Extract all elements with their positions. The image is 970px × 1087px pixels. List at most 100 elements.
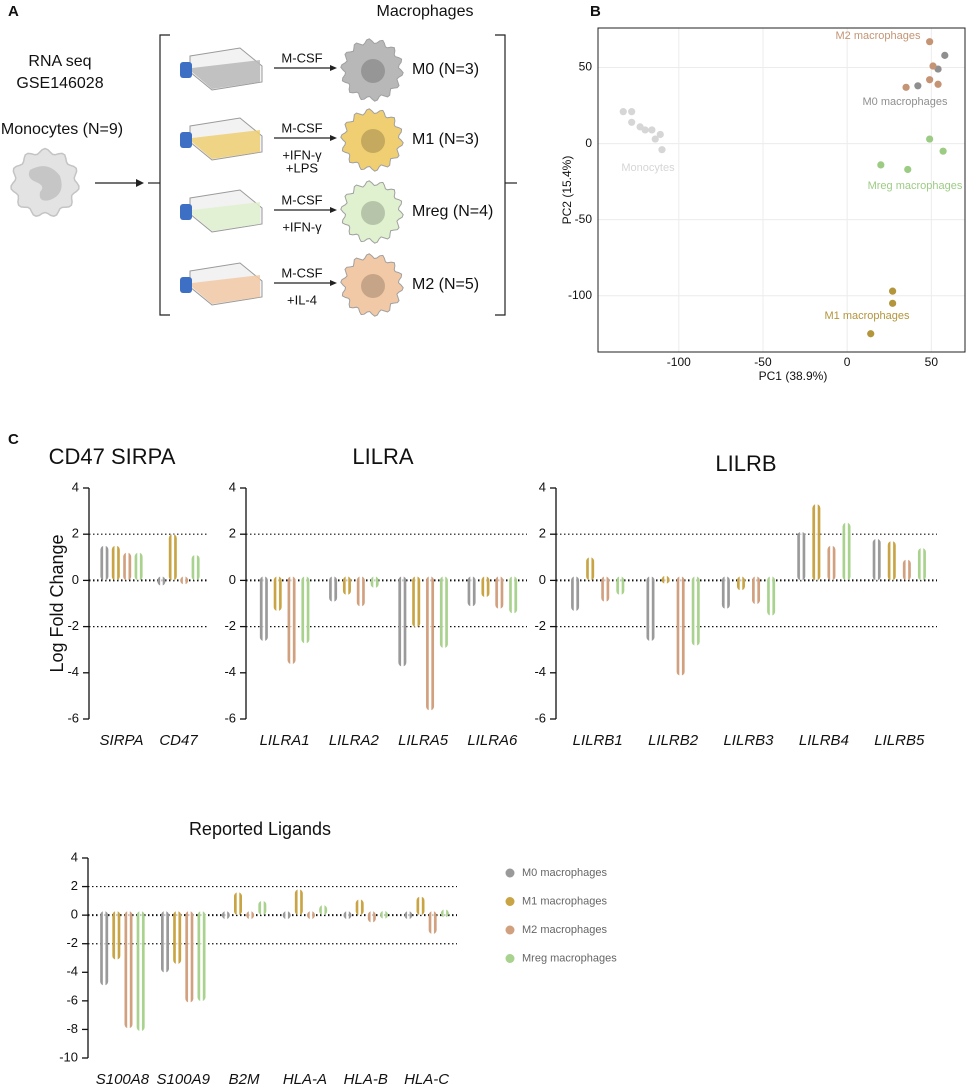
flask-medium — [192, 202, 260, 231]
scatter-point — [656, 130, 664, 139]
y-tick-label: -10 — [59, 1049, 78, 1064]
series-label: Mreg macrophages — [868, 180, 963, 192]
bar — [307, 911, 315, 920]
y-tick-label: -6 — [534, 710, 546, 725]
bar — [258, 900, 267, 916]
bar — [136, 911, 145, 1032]
source-text: RNA seq — [28, 53, 91, 70]
bar — [180, 576, 189, 585]
y-tick-label: 0 — [539, 572, 546, 587]
y-tick-label: 0 — [229, 572, 236, 587]
bar — [282, 911, 291, 920]
bar — [721, 576, 730, 609]
bar — [112, 911, 121, 960]
scatter-point — [889, 299, 897, 307]
y-tick-label: 50 — [579, 60, 593, 74]
scatter-point — [867, 330, 875, 338]
bar — [440, 909, 449, 918]
bar — [157, 576, 166, 586]
bracket-left — [159, 34, 170, 316]
x-tick-label: CD47 — [159, 732, 198, 749]
flask-cap — [180, 204, 192, 220]
bar — [481, 576, 490, 598]
bar — [234, 892, 242, 916]
flask-medium — [192, 130, 260, 159]
arrow-head — [136, 179, 144, 187]
scatter-point — [877, 161, 885, 169]
y-tick-label: 4 — [72, 479, 79, 494]
macrophage-nucleus — [361, 201, 385, 225]
bar — [173, 911, 182, 964]
x-tick-label: HLA-B — [344, 1071, 388, 1087]
y-tick-label: 4 — [71, 849, 78, 864]
x-tick-label: -100 — [667, 355, 691, 369]
bar — [124, 911, 133, 1029]
x-tick-label: LILRB3 — [723, 732, 774, 749]
scatter-point — [934, 80, 942, 88]
y-tick-label: 2 — [71, 878, 78, 893]
macrophage-cell — [340, 38, 404, 102]
bar — [367, 911, 376, 923]
bar — [601, 576, 610, 602]
macrophage-label: Mreg (N=4) — [412, 203, 493, 220]
flask-medium — [192, 60, 260, 89]
y-tick-label: -6 — [224, 710, 236, 725]
y-tick-label: 0 — [71, 907, 78, 922]
x-tick-label: B2M — [229, 1071, 260, 1087]
bar — [329, 576, 338, 602]
macrophage-cell — [340, 180, 404, 244]
bar — [426, 576, 435, 711]
scatter-point — [628, 118, 636, 126]
bar — [356, 576, 365, 607]
x-tick-label: LILRB1 — [573, 732, 623, 749]
treatment-text: +IL-4 — [287, 292, 317, 307]
y-tick-label: 2 — [539, 526, 546, 541]
y-tick-label: 4 — [539, 479, 546, 494]
y-tick-label: 2 — [229, 526, 236, 541]
y-tick-label: -100 — [568, 288, 592, 302]
scatter-point — [648, 126, 656, 134]
treatment-text: M-CSF — [281, 120, 322, 135]
y-tick-label: -2 — [224, 618, 236, 633]
x-tick-label: LILRA2 — [329, 732, 380, 749]
bar — [902, 559, 911, 581]
x-tick-label: HLA-C — [404, 1071, 449, 1087]
series-label: Monocytes — [621, 162, 675, 174]
legend-marker — [505, 897, 515, 906]
bar — [273, 576, 282, 612]
x-tick-label: LILRA6 — [467, 732, 518, 749]
y-axis-label: PC2 (15.4%) — [560, 156, 574, 225]
bar — [887, 541, 896, 581]
legend-marker — [505, 925, 515, 935]
scatter-point — [904, 165, 912, 174]
x-tick-label: 50 — [925, 355, 939, 369]
bar — [398, 576, 407, 667]
bar — [301, 576, 310, 644]
x-tick-label: LILRB5 — [874, 732, 925, 749]
bar — [246, 911, 255, 920]
bar — [646, 576, 655, 642]
macrophage-label: M2 (N=5) — [412, 276, 479, 293]
arrow-head — [330, 207, 337, 213]
x-axis-label: PC1 (38.9%) — [759, 369, 828, 383]
bar — [123, 552, 132, 581]
legend-marker — [505, 954, 515, 963]
panel-label: A — [8, 3, 19, 20]
macrophage-cell — [340, 253, 404, 317]
bar — [917, 548, 926, 581]
scatter-point — [926, 76, 934, 84]
chart-title: LILRA — [352, 444, 413, 469]
flask-cap — [180, 132, 192, 148]
bar — [370, 576, 379, 588]
x-tick-label: HLA-A — [283, 1071, 327, 1087]
y-tick-label: -2 — [534, 618, 546, 633]
series-label: M1 macrophages — [825, 310, 910, 322]
arrow-head — [330, 135, 337, 141]
arrow-head — [330, 280, 337, 286]
y-tick-label: -4 — [67, 664, 79, 679]
monocyte-nucleus — [28, 166, 62, 201]
y-tick-label: -4 — [66, 964, 78, 979]
source-text: GSE146028 — [16, 75, 103, 92]
x-tick-label: -50 — [754, 355, 772, 369]
